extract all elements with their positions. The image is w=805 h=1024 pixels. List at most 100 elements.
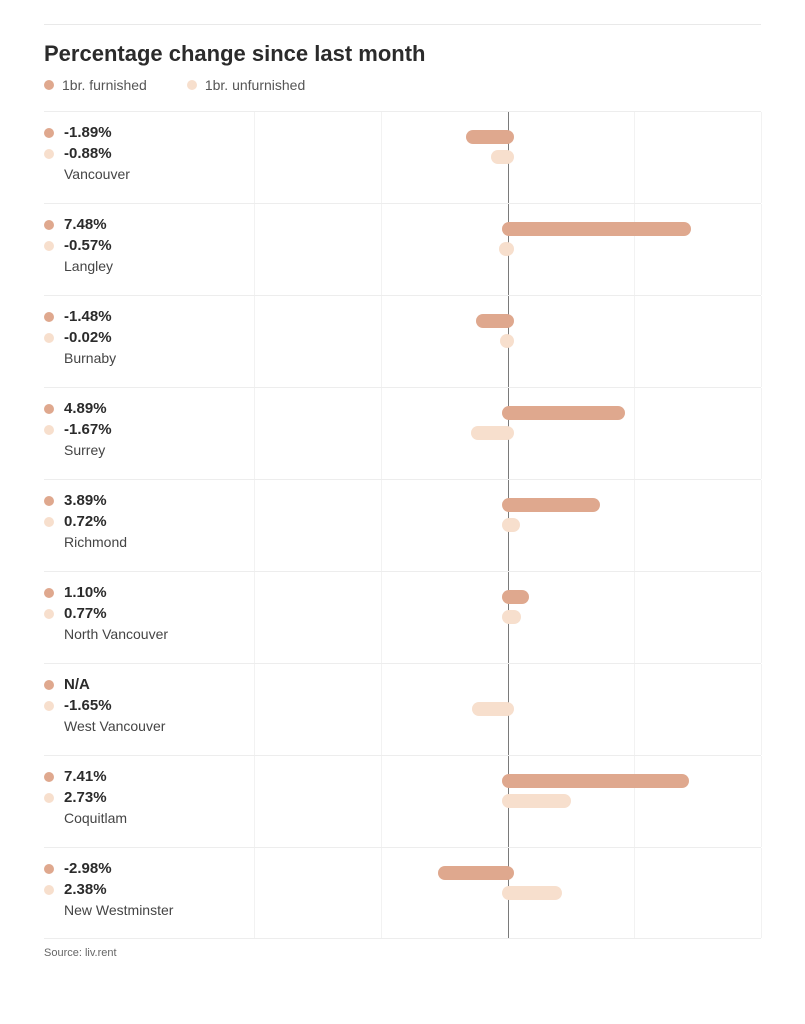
chart-plot-area (254, 214, 761, 281)
bar-unfurnished (500, 334, 514, 348)
grid-line (381, 204, 382, 295)
chart-inner (254, 766, 761, 833)
city-labels: 4.89% -1.67% Surrey (44, 398, 254, 465)
city-labels: -1.89%-0.88%Vancouver (44, 122, 254, 189)
city-labels: 7.48%-0.57%Langley (44, 214, 254, 281)
grid-line (254, 664, 255, 755)
bar-furnished (502, 406, 626, 420)
city-row: 3.89% 0.72% Richmond (44, 479, 761, 571)
series-dot-icon (44, 588, 54, 598)
value-label-furnished: 1.10% (44, 584, 254, 601)
grid-line (761, 204, 762, 295)
city-labels: -1.48% -0.02% Burnaby (44, 306, 254, 373)
bar-unfurnished (502, 518, 520, 532)
grid-line (381, 388, 382, 479)
value-text: -0.57% (64, 237, 112, 254)
grid-line (634, 480, 635, 571)
series-dot-icon (44, 885, 54, 895)
value-label-furnished: 4.89% (44, 400, 254, 417)
legend-item-furnished: 1br. furnished (44, 77, 147, 93)
grid-line (634, 204, 635, 295)
grid-line (254, 296, 255, 387)
bar-unfurnished (502, 794, 571, 808)
grid-line (381, 572, 382, 663)
chart-inner (254, 398, 761, 465)
bar-furnished (466, 130, 514, 144)
header-rule: Percentage change since last month 1br. … (44, 24, 761, 93)
legend-label: 1br. unfurnished (205, 77, 305, 93)
bar-furnished (502, 774, 690, 788)
value-text: 4.89% (64, 400, 107, 417)
value-text: 7.48% (64, 216, 107, 233)
series-dot-icon (44, 333, 54, 343)
bar-furnished (502, 498, 601, 512)
legend-label: 1br. furnished (62, 77, 147, 93)
value-text: -1.67% (64, 421, 112, 438)
series-dot-icon (44, 772, 54, 782)
chart-rows: -1.89%-0.88%Vancouver7.48%-0.57%Langley-… (44, 111, 761, 939)
city-name: Coquitlam (64, 810, 254, 826)
city-row: -1.48% -0.02% Burnaby (44, 295, 761, 387)
series-dot-icon (44, 312, 54, 322)
city-name: Burnaby (64, 350, 254, 366)
bar-furnished (502, 590, 530, 604)
bar-unfurnished (491, 150, 513, 164)
value-text: -1.48% (64, 308, 112, 325)
value-label-unfurnished: -0.02% (44, 329, 254, 346)
series-dot-icon (44, 496, 54, 506)
chart-inner (254, 214, 761, 281)
city-row: 4.89% -1.67% Surrey (44, 387, 761, 479)
value-label-furnished: 3.89% (44, 492, 254, 509)
series-dot-icon (44, 701, 54, 711)
value-label-unfurnished: 2.73% (44, 789, 254, 806)
chart-source: Source: liv.rent (44, 947, 761, 959)
value-text: -2.98% (64, 860, 112, 877)
grid-line (761, 572, 762, 663)
value-text: 0.77% (64, 605, 107, 622)
value-text: 7.41% (64, 768, 107, 785)
value-label-unfurnished: 0.72% (44, 513, 254, 530)
city-name: North Vancouver (64, 626, 254, 642)
value-label-furnished: -1.89% (44, 124, 254, 141)
value-label-furnished: -1.48% (44, 308, 254, 325)
grid-line (254, 204, 255, 295)
bar-unfurnished (502, 610, 522, 624)
city-row: 1.10% 0.77% North Vancouver (44, 571, 761, 663)
value-label-furnished: 7.48% (44, 216, 254, 233)
city-row: -1.89%-0.88%Vancouver (44, 111, 761, 203)
legend-dot-icon (44, 80, 54, 90)
chart-plot-area (254, 582, 761, 649)
series-dot-icon (44, 864, 54, 874)
city-name: Surrey (64, 442, 254, 458)
bar-furnished (502, 222, 692, 236)
chart-plot-area (254, 122, 761, 189)
value-text: 0.72% (64, 513, 107, 530)
value-text: 2.38% (64, 881, 107, 898)
city-labels: 3.89% 0.72% Richmond (44, 490, 254, 557)
grid-line (381, 296, 382, 387)
grid-line (381, 480, 382, 571)
value-label-furnished: -2.98% (44, 860, 254, 877)
series-dot-icon (44, 220, 54, 230)
bar-unfurnished (471, 426, 513, 440)
value-text: -1.65% (64, 697, 112, 714)
value-label-unfurnished: -0.88% (44, 145, 254, 162)
value-text: 3.89% (64, 492, 107, 509)
city-labels: N/A-1.65%West Vancouver (44, 674, 254, 741)
grid-line (254, 112, 255, 203)
value-label-unfurnished: -1.65% (44, 697, 254, 714)
city-row: N/A-1.65%West Vancouver (44, 663, 761, 755)
series-dot-icon (44, 680, 54, 690)
grid-line (634, 756, 635, 847)
series-dot-icon (44, 793, 54, 803)
grid-line (761, 112, 762, 203)
city-row: 7.48%-0.57%Langley (44, 203, 761, 295)
value-label-unfurnished: -1.67% (44, 421, 254, 438)
grid-line (761, 388, 762, 479)
series-dot-icon (44, 241, 54, 251)
city-name: Richmond (64, 534, 254, 550)
chart-plot-area (254, 674, 761, 741)
chart-inner (254, 490, 761, 557)
grid-line (634, 112, 635, 203)
value-text: -0.88% (64, 145, 112, 162)
